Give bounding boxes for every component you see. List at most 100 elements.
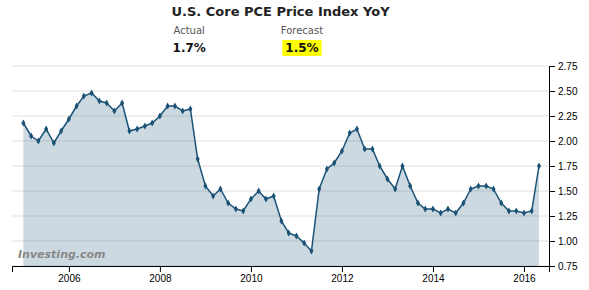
marker — [332, 160, 336, 167]
marker — [370, 146, 374, 153]
annotation-value: 1.7% — [173, 41, 206, 55]
x-tick: 2006 — [58, 266, 81, 284]
x-tick-mark — [433, 266, 434, 272]
x-axis-line — [13, 267, 550, 273]
marker — [75, 103, 79, 110]
y-tick: 1.25 — [549, 211, 578, 222]
annotation-highlight — [282, 40, 321, 56]
annotations: Actual 1.7% Forecast 1.5% — [173, 25, 324, 56]
marker — [59, 128, 63, 135]
chart: 2006 2008 2010 2012 2014 2016 0.75 1.00 1.25 1.50… — [0, 0, 589, 290]
marker — [36, 138, 40, 145]
marker — [150, 120, 154, 127]
y-tick-label: 2.75 — [558, 61, 578, 72]
y-tick-mark — [549, 241, 555, 242]
grid-line — [12, 66, 549, 67]
y-tick-mark — [549, 91, 555, 92]
marker — [393, 186, 397, 193]
marker — [203, 183, 207, 190]
x-tick-mark — [160, 266, 161, 272]
x-tick-label: 2006 — [58, 273, 81, 284]
marker — [484, 183, 488, 190]
marker — [363, 146, 367, 153]
x-tick-label: 2016 — [513, 273, 536, 284]
marker — [340, 148, 344, 155]
marker — [127, 128, 131, 135]
y-tick: 1.75 — [549, 161, 578, 172]
y-tick-mark — [549, 66, 555, 67]
x-tick-mark — [524, 266, 525, 272]
x-tick-mark — [69, 266, 70, 272]
x-tick: 2016 — [513, 266, 536, 284]
marker — [188, 106, 192, 113]
annotation-label: Actual — [174, 25, 205, 36]
y-tick: 1.50 — [549, 186, 578, 197]
marker — [461, 200, 465, 207]
marker — [272, 193, 276, 200]
marker — [287, 230, 291, 237]
marker — [476, 183, 480, 190]
marker — [317, 186, 321, 193]
y-tick-label: 1.00 — [558, 236, 578, 247]
y-tick-label: 0.75 — [558, 261, 578, 272]
annotation-label: Forecast — [281, 25, 323, 36]
y-tick-mark — [549, 216, 555, 217]
marker — [226, 200, 230, 207]
marker — [135, 126, 139, 133]
y-axis-line — [550, 67, 556, 267]
y-tick: 1.00 — [549, 236, 578, 247]
y-tick-mark — [549, 191, 555, 192]
marker — [325, 166, 329, 173]
marker — [514, 208, 518, 215]
marker — [105, 100, 109, 107]
marker — [385, 176, 389, 183]
marker — [112, 108, 116, 115]
marker — [173, 103, 177, 110]
marker — [44, 126, 48, 133]
marker — [431, 206, 435, 213]
grid — [12, 66, 549, 266]
x-tick-mark — [342, 266, 343, 272]
marker — [491, 186, 495, 193]
y-tick: 0.75 — [549, 261, 578, 272]
plot-area: 2006 2008 2010 2012 2014 2016 0.75 1.00 1.25 1.50… — [12, 61, 578, 284]
marker — [454, 210, 458, 217]
marker — [211, 193, 215, 200]
marker — [181, 108, 185, 115]
y-tick-mark — [549, 116, 555, 117]
x-tick: 2008 — [149, 266, 172, 284]
marker — [499, 200, 503, 207]
y-tick-label: 2.25 — [558, 111, 578, 122]
marker — [279, 218, 283, 225]
marker — [309, 248, 313, 255]
x-axis: 2006 2008 2010 2012 2014 2016 — [13, 266, 550, 284]
marker — [234, 206, 238, 213]
watermark: Investing.com — [18, 248, 106, 261]
marker — [120, 100, 124, 107]
marker — [302, 240, 306, 247]
marker — [196, 156, 200, 163]
x-tick: 2014 — [422, 266, 445, 284]
marker — [158, 113, 162, 120]
marker — [218, 186, 222, 193]
marker — [446, 206, 450, 213]
x-tick: 2010 — [240, 266, 263, 284]
marker — [423, 206, 427, 213]
marker — [166, 103, 170, 110]
line — [23, 93, 539, 251]
x-tick-label: 2012 — [331, 273, 354, 284]
x-tick-label: 2014 — [422, 273, 445, 284]
y-axis: 0.75 1.00 1.25 1.50 1.75 2.00 2.25 2.50 2.75 — [549, 61, 578, 272]
y-tick-label: 2.50 — [558, 86, 578, 97]
marker — [416, 200, 420, 207]
x-tick-label: 2008 — [149, 273, 172, 284]
marker — [355, 126, 359, 133]
y-tick-label: 1.75 — [558, 161, 578, 172]
marker — [29, 133, 33, 140]
marker — [264, 196, 268, 203]
x-tick: 2012 — [331, 266, 354, 284]
marker — [294, 233, 298, 240]
annotation-value: 1.5% — [285, 41, 318, 55]
y-tick-mark — [549, 166, 555, 167]
y-tick-label: 2.00 — [558, 136, 578, 147]
